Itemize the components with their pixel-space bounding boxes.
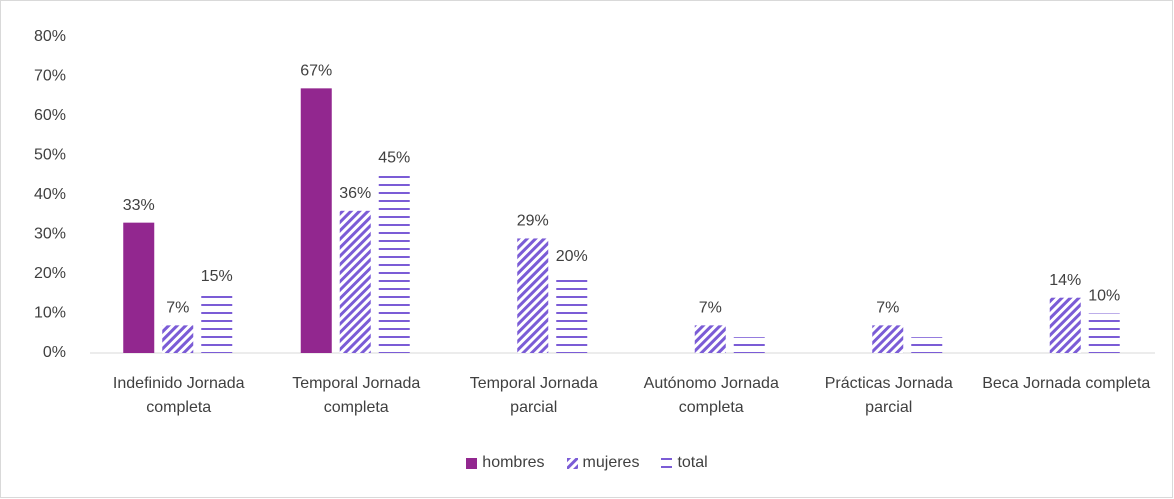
x-tick-label: Temporal Jornada completa [292, 375, 421, 416]
legend-swatch-box [466, 457, 478, 469]
data-label: 7% [166, 300, 189, 317]
bar [123, 222, 155, 353]
x-tick-label: Beca Jornada completa [982, 375, 1151, 392]
data-label: 20% [556, 248, 588, 265]
data-label: 7% [876, 300, 899, 317]
x-tick-label: Temporal Jornada parcial [469, 375, 598, 416]
y-tick-label: 60% [34, 107, 66, 124]
legend-label: total [677, 454, 708, 471]
legend-label: mujeres [582, 454, 640, 471]
legend-item: total [661, 454, 708, 472]
y-tick-label: 70% [34, 68, 66, 85]
bar [517, 238, 549, 353]
y-tick-label: 40% [34, 186, 66, 203]
data-label: 14% [1049, 272, 1081, 289]
y-tick-label: 20% [34, 265, 66, 282]
y-tick-label: 50% [34, 147, 66, 164]
legend-swatch [466, 457, 478, 469]
y-tick-label: 30% [34, 226, 66, 243]
data-label: 10% [1088, 288, 1120, 305]
bar [694, 325, 726, 353]
bar [378, 175, 410, 353]
bar [911, 337, 943, 353]
data-label: 45% [378, 149, 410, 166]
legend-label: hombres [482, 454, 545, 471]
bar [300, 88, 332, 353]
y-tick-label: 0% [43, 344, 66, 361]
data-label: 7% [699, 300, 722, 317]
legend-item: mujeres [566, 454, 640, 472]
bar [872, 325, 904, 353]
legend: hombres mujeres total [0, 454, 1174, 472]
y-tick-label: 10% [34, 305, 66, 322]
legend-swatch-box [566, 457, 578, 469]
legend-item: hombres [466, 454, 545, 472]
bar [162, 325, 194, 353]
bar [201, 293, 233, 353]
data-label: 36% [339, 185, 371, 202]
x-tick-label: Prácticas Jornada parcial [824, 375, 953, 416]
data-label: 15% [201, 268, 233, 285]
bar [1088, 313, 1120, 353]
data-label: 29% [517, 213, 549, 230]
bar [339, 210, 371, 353]
x-tick-label: Indefinido Jornada completa [112, 375, 245, 416]
legend-swatch [566, 457, 578, 469]
bar [556, 274, 588, 353]
bar [733, 337, 765, 353]
legend-swatch [661, 457, 673, 469]
bar [1049, 297, 1081, 353]
y-tick-label: 80% [34, 28, 66, 45]
data-label: 33% [123, 197, 155, 214]
data-label: 67% [300, 63, 332, 80]
legend-swatch-box [661, 457, 673, 469]
x-tick-label: Autónomo Jornada completa [643, 375, 779, 416]
